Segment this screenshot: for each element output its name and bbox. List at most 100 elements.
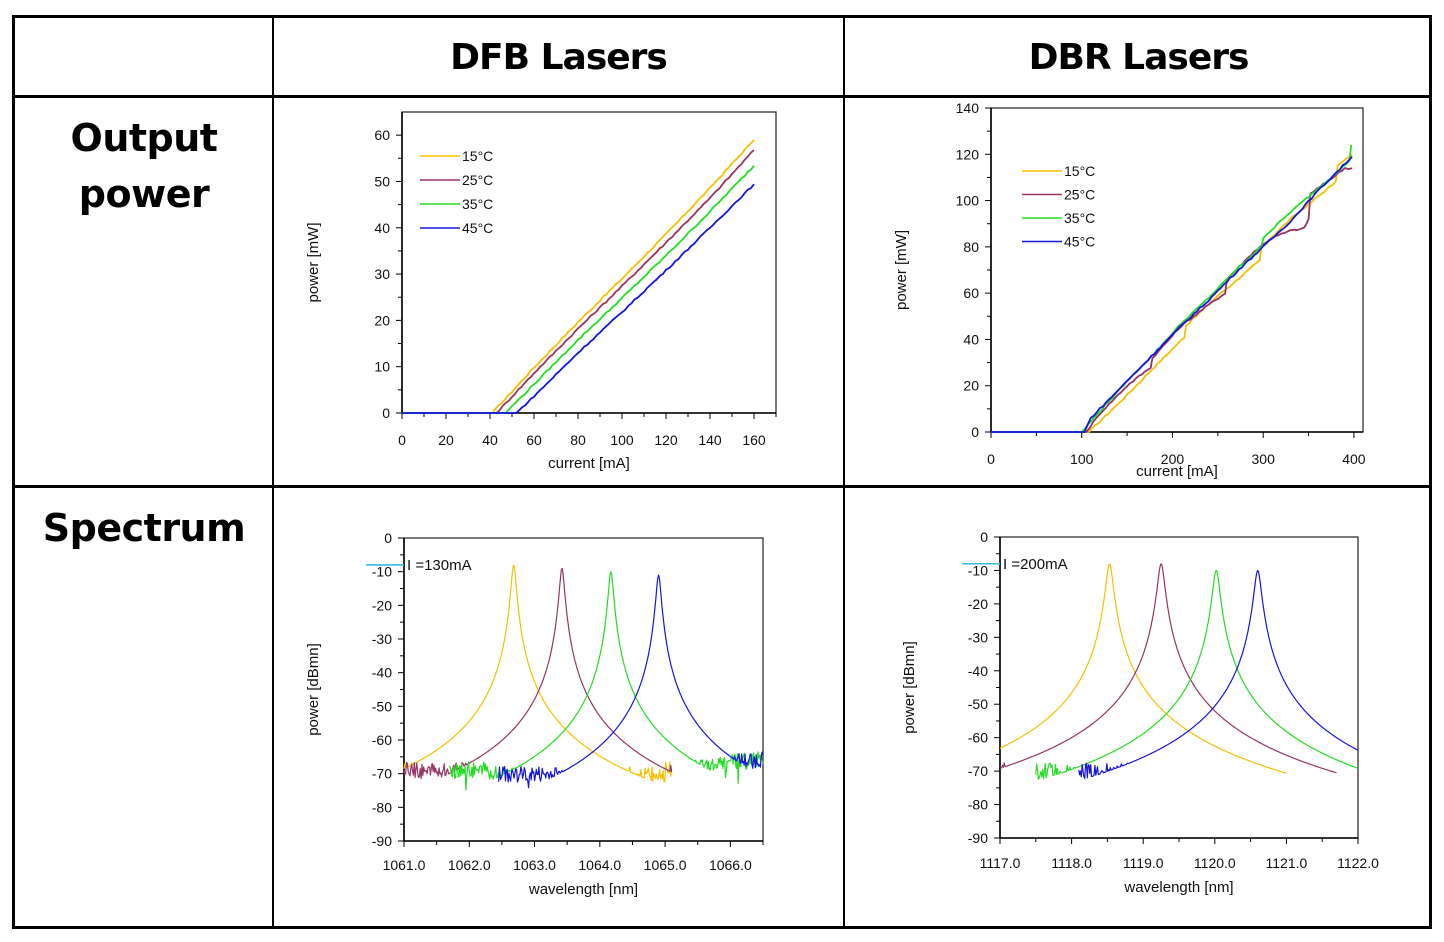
series-line-25c <box>991 167 1353 433</box>
x-axis-label: wavelength [nm] <box>528 881 638 898</box>
row-divider <box>15 485 1429 488</box>
row-divider <box>15 95 1429 98</box>
x-tick-label: 1064.0 <box>578 857 621 873</box>
y-tick-label: -30 <box>372 631 392 647</box>
legend-label: 25°C <box>1064 187 1095 203</box>
x-tick-label: 0 <box>398 432 406 448</box>
spectrum-line-15c <box>403 564 673 783</box>
y-tick-label: 10 <box>374 359 390 375</box>
y-tick-label: -90 <box>372 833 392 849</box>
spectrum-line-45c <box>1078 569 1359 780</box>
y-tick-label: 40 <box>374 220 390 236</box>
comparison-table: DFB Lasers DBR Lasers Output power Spect… <box>12 15 1432 929</box>
spectrum-line-25c <box>999 563 1337 774</box>
series-line-45c <box>991 156 1353 433</box>
x-tick-label: 1061.0 <box>383 857 426 873</box>
x-tick-label: 1065.0 <box>644 857 687 873</box>
x-axis-label: current [mA] <box>1136 463 1218 480</box>
y-tick-label: -50 <box>372 698 392 714</box>
x-tick-label: 200 <box>1161 451 1185 467</box>
y-axis-label: power [mW] <box>893 230 910 310</box>
x-tick-label: 140 <box>698 432 722 448</box>
x-tick-label: 80 <box>570 432 586 448</box>
y-tick-label: 120 <box>956 146 980 162</box>
series-line-35c <box>991 144 1353 433</box>
y-tick-label: 60 <box>374 127 390 143</box>
legend-label: 25°C <box>462 172 493 188</box>
x-tick-label: 0 <box>987 451 995 467</box>
y-tick-label: -70 <box>372 766 392 782</box>
spectrum-line-15c <box>999 563 1287 774</box>
y-tick-label: -10 <box>968 562 988 578</box>
y-tick-label: -40 <box>968 663 988 679</box>
y-tick-label: 20 <box>963 378 979 394</box>
legend-label: 45°C <box>462 220 493 236</box>
chart-dfb-output: 0 10 20 30 40 50 60 0 20 40 60 80 100 120 140 160 curren… <box>305 111 777 472</box>
y-tick-label: -60 <box>372 732 392 748</box>
y-tick-label: 30 <box>374 266 390 282</box>
x-axis-label: current [mA] <box>548 455 630 472</box>
y-tick-label: 140 <box>956 100 980 116</box>
x-tick-label: 40 <box>482 432 498 448</box>
legend-label: 15°C <box>1064 163 1095 179</box>
y-tick-label: -90 <box>968 830 988 846</box>
chart-dfb-spectrum: -90 -80 -70 -60 -50 -40 -30 -20 -10 0 1061.0 1062.0… <box>305 530 764 898</box>
plot-frame <box>403 537 764 842</box>
y-tick-label: -80 <box>968 797 988 813</box>
x-tick-label: 1063.0 <box>513 857 556 873</box>
y-tick-label: 100 <box>956 193 980 209</box>
y-tick-label: -20 <box>372 597 392 613</box>
x-tick-label: 1122.0 <box>1337 855 1379 871</box>
plot-frame <box>401 111 777 414</box>
y-tick-label: -60 <box>968 730 988 746</box>
spectrum-line-35c <box>449 571 764 791</box>
y-tick-label: 0 <box>384 530 392 546</box>
x-tick-label: 1121.0 <box>1266 855 1308 871</box>
x-tick-label: 1120.0 <box>1194 855 1236 871</box>
y-tick-label: 40 <box>963 331 979 347</box>
spectrum-line-35c <box>1035 569 1359 781</box>
legend-label: 45°C <box>1064 234 1095 250</box>
y-tick-label: -30 <box>968 629 988 645</box>
legend-label: 35°C <box>462 196 493 212</box>
chart-dbr-output: 0 20 40 60 80 100 120 140 0 100 200 300 400 current [… <box>893 100 1366 480</box>
legend-label: 15°C <box>462 148 493 164</box>
y-tick-label: -20 <box>968 596 988 612</box>
x-tick-label: 160 <box>742 432 766 448</box>
chart-dbr-spectrum: -90 -80 -70 -60 -50 -40 -30 -20 -10 0 1117.0 1118.0… <box>901 529 1379 896</box>
series-line-25c <box>402 149 755 414</box>
x-tick-label: 20 <box>438 432 454 448</box>
x-tick-label: 100 <box>610 432 634 448</box>
y-tick-label: 60 <box>963 285 979 301</box>
y-tick-label: 50 <box>374 173 390 189</box>
y-tick-label: -70 <box>968 763 988 779</box>
column-header-dbr: DBR Lasers <box>1028 36 1250 78</box>
row-header-output-power: Output power <box>15 110 273 222</box>
row-header-line: power <box>78 172 210 216</box>
column-header-dfb: DFB Lasers <box>450 36 668 78</box>
x-tick-label: 1066.0 <box>709 857 752 873</box>
x-tick-label: 1119.0 <box>1123 855 1164 871</box>
x-tick-label: 300 <box>1252 451 1276 467</box>
plot-frame <box>990 107 1364 433</box>
y-tick-label: 0 <box>382 405 390 421</box>
series-line-45c <box>402 183 755 414</box>
row-header-line: Output <box>70 116 218 160</box>
spectrum-line-25c <box>403 567 673 780</box>
legend-label: 35°C <box>1064 210 1095 226</box>
x-tick-label: 1118.0 <box>1051 855 1092 871</box>
row-header-spectrum: Spectrum <box>15 500 273 556</box>
x-tick-label: 400 <box>1342 451 1366 467</box>
series-line-35c <box>402 165 755 414</box>
y-tick-label: 80 <box>963 239 979 255</box>
y-tick-label: -80 <box>372 799 392 815</box>
x-axis-label: wavelength [nm] <box>1123 879 1233 896</box>
y-tick-label: -50 <box>968 696 988 712</box>
column-divider <box>272 18 274 926</box>
current-annotation: I =130mA <box>407 557 472 574</box>
y-axis-label: power [mW] <box>305 222 322 302</box>
y-tick-label: -40 <box>372 665 392 681</box>
y-tick-label: 0 <box>980 529 988 545</box>
y-tick-label: 0 <box>971 424 979 440</box>
